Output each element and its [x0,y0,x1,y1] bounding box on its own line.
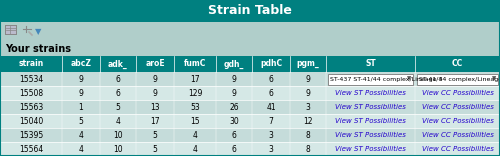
Text: 15508: 15508 [19,88,43,98]
Bar [0,42,500,56]
Text: 7: 7 [268,117,274,125]
Text: ▼: ▼ [492,76,496,81]
Text: pdhC: pdhC [260,59,282,68]
Text: 9: 9 [152,88,158,98]
Text: 5: 5 [78,117,84,125]
Text: fumC: fumC [184,59,206,68]
Text: 129: 129 [188,88,202,98]
Text: 17: 17 [150,117,160,125]
Text: 6: 6 [232,131,236,139]
Text: 53: 53 [190,102,200,112]
Bar [0,114,500,128]
Text: 10: 10 [113,144,123,154]
Text: 15534: 15534 [19,75,43,83]
Text: gdh_: gdh_ [224,59,244,69]
Text: View ST Possibilities: View ST Possibilities [335,132,406,138]
Text: 9: 9 [152,75,158,83]
Text: pgm_: pgm_ [296,59,320,68]
Text: 26: 26 [229,102,239,112]
Text: 15563: 15563 [19,102,43,112]
Text: View ST Possibilities: View ST Possibilities [335,118,406,124]
Bar [5,25,17,35]
Text: 5: 5 [152,144,158,154]
Text: 6: 6 [232,144,236,154]
Text: 13: 13 [150,102,160,112]
Text: 4: 4 [192,144,198,154]
Bar [0,100,500,114]
Text: ST-437 ST-41/44 complex/Lineage 3: ST-437 ST-41/44 complex/Lineage 3 [330,76,442,81]
Text: View CC Possibilities: View CC Possibilities [422,146,494,152]
Text: abcZ: abcZ [70,59,92,68]
Text: ▼: ▼ [407,76,411,81]
Text: 6: 6 [116,75,120,83]
Bar [0,0,500,22]
Text: ▼: ▼ [35,27,41,37]
Text: 4: 4 [192,131,198,139]
Text: 5: 5 [116,102,120,112]
Text: View CC Possibilities: View CC Possibilities [422,104,494,110]
Text: 17: 17 [190,75,200,83]
Text: 8: 8 [306,131,310,139]
Text: View ST Possibilities: View ST Possibilities [335,104,406,110]
Text: 9: 9 [232,88,236,98]
Text: View CC Possibilities: View CC Possibilities [422,118,494,124]
Bar [328,73,413,85]
Text: 15040: 15040 [19,117,43,125]
Text: 15395: 15395 [19,131,43,139]
Text: 10: 10 [113,131,123,139]
Text: Your strains: Your strains [5,44,71,54]
Text: ST-41/44 complex/Lineage 3: ST-41/44 complex/Lineage 3 [419,76,500,81]
Text: ST: ST [365,59,376,68]
Text: 3: 3 [306,102,310,112]
Bar [0,128,500,142]
Bar [0,56,500,72]
Text: 9: 9 [78,75,84,83]
Text: aroE: aroE [145,59,165,68]
Text: 4: 4 [78,144,84,154]
Bar [417,73,498,85]
Text: View CC Possibilities: View CC Possibilities [422,90,494,96]
Text: 3: 3 [268,131,274,139]
Text: 6: 6 [116,88,120,98]
Text: 8: 8 [306,144,310,154]
Text: strain: strain [18,59,44,68]
Text: 30: 30 [229,117,239,125]
Bar [0,142,500,156]
Text: 15564: 15564 [19,144,43,154]
Text: adk_: adk_ [108,59,128,69]
Text: 15: 15 [190,117,200,125]
Bar [6,26,16,34]
Bar [22,25,33,35]
Text: View CC Possibilities: View CC Possibilities [422,132,494,138]
Text: Strain Table: Strain Table [208,5,292,17]
Text: 6: 6 [268,88,274,98]
Text: 9: 9 [306,75,310,83]
Text: 9: 9 [232,75,236,83]
Text: 12: 12 [303,117,313,125]
Bar [0,86,500,100]
Bar [0,22,500,42]
Text: 4: 4 [116,117,120,125]
Text: View ST Possibilities: View ST Possibilities [335,90,406,96]
Text: 6: 6 [268,75,274,83]
Bar [0,72,500,86]
Text: 9: 9 [78,88,84,98]
Text: 41: 41 [266,102,276,112]
Text: 1: 1 [78,102,84,112]
Text: 9: 9 [306,88,310,98]
Text: View ST Possibilities: View ST Possibilities [335,146,406,152]
Text: 4: 4 [78,131,84,139]
Text: 3: 3 [268,144,274,154]
Text: 5: 5 [152,131,158,139]
Text: CC: CC [452,59,463,68]
